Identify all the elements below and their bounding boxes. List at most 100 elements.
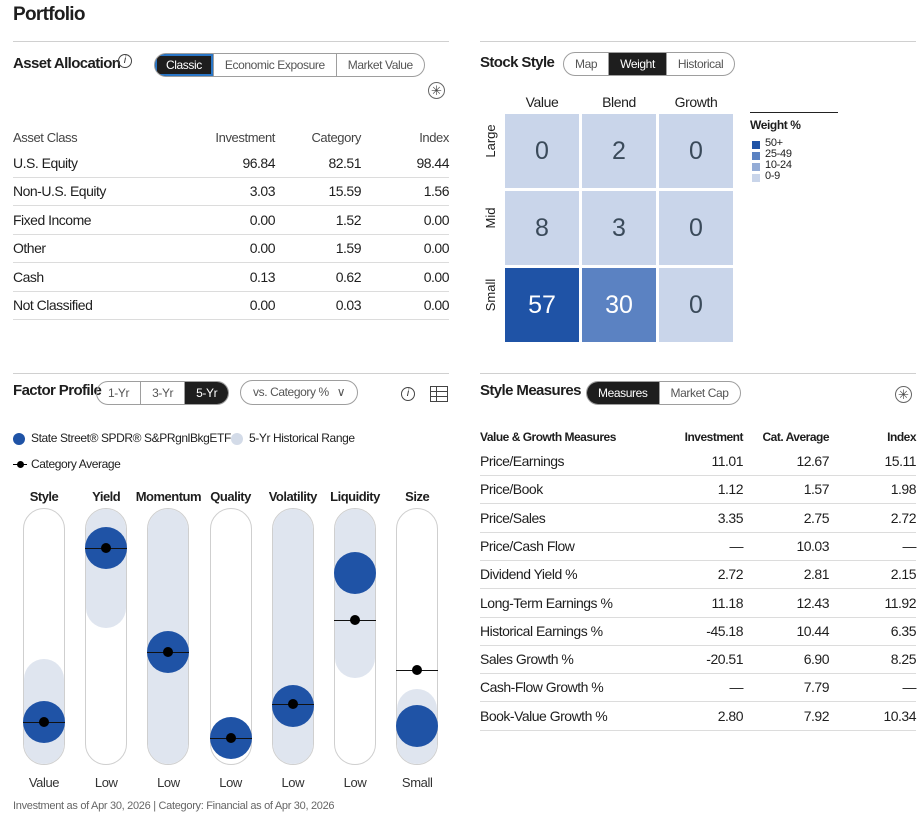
style-measures-title: Style Measures — [480, 382, 581, 399]
measure-label: Price/Sales — [480, 509, 546, 526]
measure-label: Price/Cash Flow — [480, 537, 575, 554]
index-value: 11.92 — [884, 594, 917, 611]
measure-label: Book-Value Growth % — [480, 707, 608, 724]
table-row: Price/Book 1.12 1.57 1.98 — [480, 476, 917, 505]
style-row-large: Large — [483, 124, 498, 158]
asterisk-circle-icon[interactable]: ✳ — [895, 386, 912, 403]
asterisk-circle-icon[interactable]: ✳ — [428, 82, 445, 99]
asset-class-label: Cash — [13, 268, 44, 285]
investment-value: — — [729, 679, 744, 696]
info-circle-icon[interactable]: i — [118, 54, 132, 68]
investment-value: 3.03 — [249, 183, 276, 200]
divider — [480, 41, 916, 42]
investment-value: 0.00 — [249, 240, 276, 257]
index-value: 1.56 — [423, 183, 450, 200]
table-row: Not Classified 0.00 0.03 0.00 — [13, 292, 450, 320]
cat-average-value: 7.79 — [803, 679, 830, 696]
category-value: 0.03 — [335, 297, 362, 313]
table-row: Other 0.00 1.59 0.00 — [13, 235, 450, 264]
cat-average-value: 12.43 — [796, 594, 829, 611]
factor-name: Volatility — [268, 489, 318, 504]
divider — [13, 41, 449, 42]
tab-map[interactable]: Map — [564, 53, 610, 75]
investment-legend-swatch — [13, 433, 25, 445]
investment-value: 0.00 — [249, 211, 276, 228]
legend-swatch — [752, 174, 760, 182]
tab-historical[interactable]: Historical — [677, 57, 724, 71]
legend-label: 10-24 — [765, 159, 792, 171]
cat-average-value: 7.92 — [803, 707, 830, 724]
factor-name: Yield — [92, 489, 121, 504]
factor-low-label: Low — [94, 775, 118, 790]
style-col-value: Value — [525, 94, 559, 110]
col-measure: Value & Growth Measures — [480, 430, 616, 444]
tab-measures[interactable]: Measures — [587, 382, 660, 404]
investment-value: 3.35 — [717, 509, 744, 526]
category-value: 1.52 — [335, 211, 362, 228]
table-grid-icon[interactable] — [430, 386, 448, 402]
index-value: 0.00 — [423, 297, 450, 313]
investment-value: 11.01 — [711, 453, 744, 469]
index-value: 1.98 — [890, 481, 917, 498]
investment-value: 11.18 — [711, 594, 744, 611]
investment-value: 2.72 — [717, 566, 744, 583]
legend-rule — [750, 112, 838, 113]
category-value: 0.62 — [335, 268, 362, 285]
measure-label: Cash-Flow Growth % — [480, 679, 604, 696]
asset-class-label: Other — [13, 240, 46, 257]
factor-low-label: Low — [219, 775, 242, 790]
style-row-mid: Mid — [483, 207, 498, 229]
legend-swatch — [752, 141, 760, 149]
category-average-dot — [225, 732, 236, 743]
tab-market-cap[interactable]: Market Cap — [670, 386, 729, 400]
table-row: Price/Earnings 11.01 12.67 15.11 — [480, 448, 916, 476]
measure-label: Price/Earnings — [480, 453, 565, 469]
legend-title: Weight % — [750, 118, 801, 132]
index-value: 2.15 — [890, 566, 917, 583]
factor-name: Style — [29, 489, 59, 504]
tab-3yr[interactable]: 3-Yr — [141, 382, 186, 404]
style-box-cell: 0 — [505, 114, 579, 188]
style-box-cell: 8 — [505, 191, 579, 265]
factor-low-label: Small — [401, 775, 433, 790]
category-value: 15.59 — [328, 183, 361, 200]
category-average-dot — [412, 664, 423, 675]
compare-dropdown[interactable]: vs. Category % ∨ — [240, 380, 359, 405]
category-value: 1.59 — [335, 240, 362, 257]
range-legend-label: 5-Yr Historical Range — [249, 431, 355, 445]
tab-weight[interactable]: Weight — [609, 53, 667, 75]
style-col-blend: Blend — [602, 94, 636, 110]
investment-value: 0.13 — [249, 268, 276, 285]
asset-class-label: Not Classified — [13, 297, 93, 313]
style-box-cell: 3 — [582, 191, 656, 265]
tab-5yr[interactable]: 5-Yr — [185, 382, 229, 404]
measure-label: Sales Growth % — [480, 651, 574, 668]
cat-average-value: 2.75 — [803, 509, 830, 526]
tab-1yr[interactable]: 1-Yr — [97, 382, 142, 404]
table-row: Price/Cash Flow — 10.03 — — [480, 533, 916, 561]
style-box-cell: 0 — [659, 268, 733, 342]
table-row: Price/Sales 3.35 2.75 2.72 — [480, 505, 917, 533]
table-row: Long-Term Earnings % 11.18 12.43 11.92 — [480, 590, 916, 618]
style-col-growth: Growth — [674, 94, 718, 110]
category-average-dot — [39, 716, 49, 727]
info-circle-icon[interactable]: i — [401, 387, 415, 401]
tab-market-value[interactable]: Market Value — [347, 58, 413, 72]
investment-value: 96.84 — [242, 155, 275, 171]
col-asset-class: Asset Class — [13, 130, 78, 145]
style-box-cell: 2 — [582, 114, 656, 188]
factor-low-label: Low — [281, 775, 305, 790]
col-investment: Investment — [215, 130, 275, 145]
style-box-cell: 57 — [505, 268, 579, 342]
col-index: Index — [419, 130, 449, 145]
investment-value: -45.18 — [706, 622, 743, 639]
stock-style-tabs: Map Weight Historical — [563, 52, 736, 76]
measure-label: Long-Term Earnings % — [480, 594, 613, 611]
legend-swatch — [752, 152, 760, 160]
tab-classic[interactable]: Classic — [155, 54, 214, 76]
tab-economic-exposure[interactable]: Economic Exposure — [214, 54, 337, 76]
measure-label: Price/Book — [480, 481, 543, 498]
category-average-dot — [287, 698, 298, 709]
investment-value: 2.80 — [717, 707, 744, 724]
factor-low-label: Low — [343, 775, 367, 790]
